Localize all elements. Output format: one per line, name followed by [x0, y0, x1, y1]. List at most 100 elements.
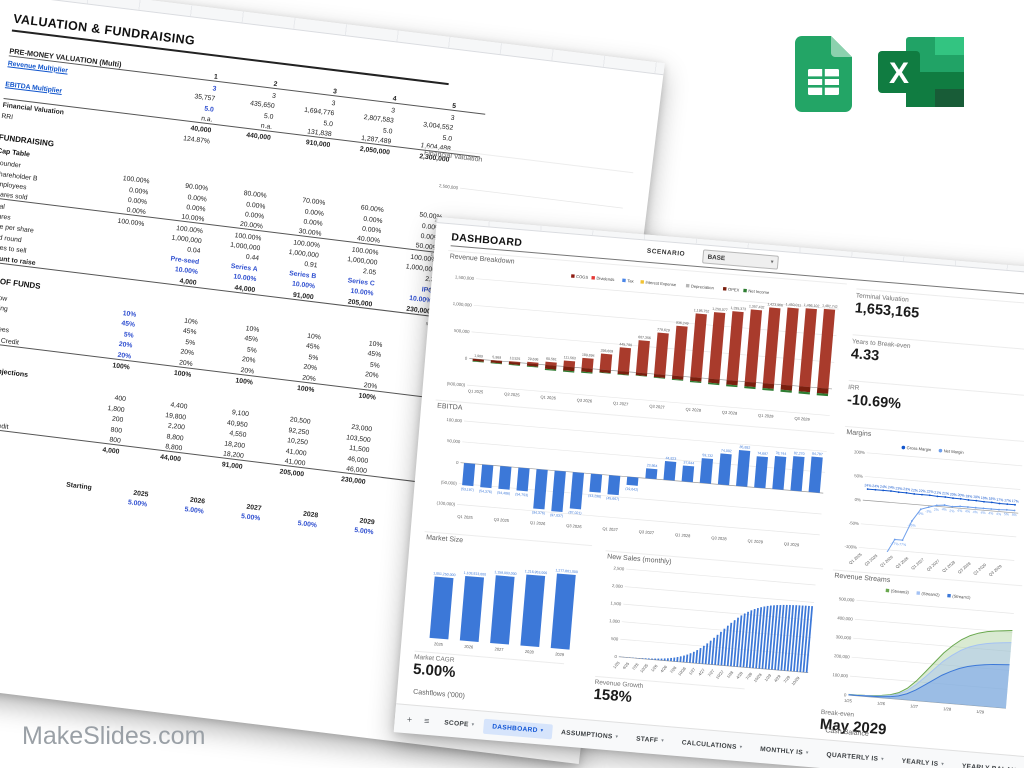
svg-text:500: 500 [611, 636, 619, 642]
table-cell: 205,000 [279, 468, 305, 479]
svg-text:44,823: 44,823 [665, 456, 676, 461]
svg-text:5,969: 5,969 [492, 355, 501, 360]
svg-text:Q3 2026: Q3 2026 [577, 397, 593, 403]
chevron-down-icon: ▾ [471, 721, 475, 727]
svg-text:5%: 5% [1012, 513, 1017, 517]
svg-text:1,357,432: 1,357,432 [749, 304, 765, 309]
ms-excel-icon: X [878, 37, 964, 107]
svg-text:2,500,000: 2,500,000 [439, 183, 459, 190]
svg-text:-50%: -50% [849, 520, 860, 526]
svg-text:2029: 2029 [555, 651, 565, 657]
svg-text:7/29: 7/29 [782, 674, 791, 684]
svg-text:Depreciation: Depreciation [691, 284, 715, 291]
metric-years-to-break-even: Years to Break-even 4.33 [850, 334, 1024, 378]
svg-text:1/28: 1/28 [943, 706, 952, 712]
svg-text:100%: 100% [854, 449, 866, 455]
svg-text:2027: 2027 [494, 646, 504, 652]
svg-text:Q3 2029: Q3 2029 [784, 541, 800, 547]
sheet-tab-yearly-balance[interactable]: YEARLY BALANCE▾ [952, 758, 1024, 768]
table-cell: 100% [173, 369, 192, 379]
svg-text:1,423,966: 1,423,966 [767, 302, 783, 307]
revenue_streams-plot: 500,000 400,000 300,000 200,000 100,000 0 (Str… [832, 588, 1014, 715]
svg-text:2,000: 2,000 [612, 583, 624, 589]
svg-text:Net Margin: Net Margin [944, 448, 965, 455]
svg-text:(54,486): (54,486) [497, 491, 510, 496]
table-cell: 4,000 [101, 447, 120, 457]
all-sheets-menu-button[interactable]: ≡ [423, 715, 430, 727]
svg-text:1,295,373: 1,295,373 [730, 306, 746, 311]
svg-text:298,609: 298,609 [600, 349, 613, 354]
svg-text:4%: 4% [996, 512, 1001, 516]
svg-text:Q3 2027: Q3 2027 [926, 558, 942, 572]
svg-text:4/25: 4/25 [621, 661, 630, 671]
svg-text:82,270: 82,270 [794, 451, 805, 456]
sheet-tab-dashboard[interactable]: DASHBOARD ▾ [482, 718, 553, 739]
revenue_breakdown-plot: 1,500,000 1,000,000 500,000 0 (500,000) COGS D… [446, 274, 839, 422]
svg-text:Q3 2026: Q3 2026 [894, 555, 910, 569]
svg-text:22%: 22% [911, 488, 918, 493]
svg-text:Q1 2027: Q1 2027 [613, 400, 629, 406]
chevron-down-icon: ▾ [805, 749, 809, 755]
market-size-chart: Market Size 1,051,250,000 1,103,813,000 1,1… [414, 531, 593, 664]
svg-text:23,864: 23,864 [647, 463, 658, 468]
svg-text:Q3 2025: Q3 2025 [504, 391, 520, 397]
table-cell [329, 160, 389, 167]
svg-text:18%: 18% [988, 497, 995, 502]
sheet-tab-staff[interactable]: STAFF ▾ [635, 735, 665, 744]
scenario-select[interactable]: BASE ▾ [702, 249, 779, 270]
svg-text:Q3 2027: Q3 2027 [649, 403, 665, 409]
svg-text:7/25: 7/25 [631, 661, 640, 671]
sheet-tab-assumptions[interactable]: ASSUMPTIONS ▾ [560, 728, 619, 741]
svg-text:(Stream1): (Stream1) [952, 593, 971, 600]
svg-text:Q1 2027: Q1 2027 [910, 556, 926, 570]
app-icons: X [795, 36, 995, 116]
svg-text:Q1 2028: Q1 2028 [675, 532, 691, 538]
metric-terminal-valuation: Terminal Valuation 1,653,165 [854, 288, 1024, 332]
table-cell [79, 272, 138, 279]
chevron-down-icon: ▾ [739, 744, 743, 750]
svg-text:(500,000): (500,000) [446, 381, 465, 388]
sheet-tab-monthly-is[interactable]: MONTHLY IS ▾ [759, 745, 809, 756]
svg-text:445,790: 445,790 [619, 342, 632, 347]
svg-text:24%: 24% [872, 484, 879, 489]
ebitda-chart: EBITDA 100,000 50,000 0 (50,000) (100,000) (53… [425, 399, 835, 556]
svg-text:Q1 2029: Q1 2029 [972, 562, 988, 576]
svg-text:0: 0 [456, 460, 459, 465]
svg-text:OPEX: OPEX [728, 287, 740, 293]
svg-text:2,500: 2,500 [613, 566, 625, 572]
sheet-tab-scope[interactable]: SCOPE ▾ [443, 718, 475, 728]
sheet-tab-calculations[interactable]: CALCULATIONS ▾ [681, 738, 743, 751]
svg-text:Q3 2025: Q3 2025 [863, 553, 879, 567]
svg-text:1,159,003,000: 1,159,003,000 [494, 570, 517, 576]
svg-text:Q3 2025: Q3 2025 [494, 517, 510, 523]
svg-text:2%: 2% [934, 508, 939, 512]
google-sheets-icon [795, 36, 852, 112]
svg-text:4%: 4% [980, 511, 985, 515]
svg-text:10/27: 10/27 [715, 668, 726, 679]
revenue-breakdown-chart: Revenue Breakdown 1,500,000 1,000,000 500,0… [435, 250, 847, 431]
svg-text:23%: 23% [903, 487, 910, 492]
svg-text:Q1 2025: Q1 2025 [848, 551, 864, 565]
svg-text:0: 0 [844, 692, 847, 697]
svg-text:1,000,000: 1,000,000 [452, 301, 472, 308]
svg-text:4/26: 4/26 [659, 664, 668, 674]
sheet-tab-yearly-is[interactable]: YEARLY IS ▾ [901, 757, 945, 768]
svg-text:(43,296): (43,296) [588, 494, 601, 499]
svg-text:24%: 24% [880, 485, 887, 490]
cashflows-chart-title: Cashflows ('000) [412, 688, 466, 701]
svg-text:Q1 2027: Q1 2027 [602, 526, 618, 532]
svg-text:111,563: 111,563 [564, 355, 576, 360]
add-sheet-button[interactable]: + [406, 714, 413, 725]
sheet-tab-quarterly-is[interactable]: QUARTERLY IS ▾ [826, 750, 885, 763]
table-cell: 44,000 [159, 454, 182, 464]
svg-text:1,051,250,000: 1,051,250,000 [433, 571, 456, 577]
svg-text:85,892: 85,892 [739, 445, 750, 450]
table-cell: 100% [296, 384, 315, 394]
svg-text:1,250,077: 1,250,077 [712, 307, 728, 312]
svg-text:Q1 2029: Q1 2029 [747, 538, 763, 544]
svg-text:779,629: 779,629 [657, 327, 670, 332]
svg-text:(Stream2): (Stream2) [921, 591, 940, 598]
svg-text:5%: 5% [1004, 512, 1009, 516]
svg-text:13,525: 13,525 [509, 356, 520, 361]
